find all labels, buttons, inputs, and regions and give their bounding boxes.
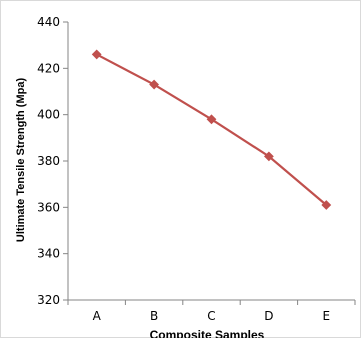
data-point-marker (149, 79, 160, 90)
data-point-marker (91, 49, 102, 60)
y-axis-title: Ultimate Tensile Strength (Mpa) (15, 78, 27, 243)
y-tick-label: 360 (37, 200, 60, 214)
x-tick-label: D (264, 309, 273, 323)
data-point-marker (206, 114, 217, 125)
data-point-marker (321, 200, 332, 210)
x-tick-label: E (323, 309, 331, 323)
y-tick-label: 420 (37, 61, 60, 75)
y-tick-label: 440 (37, 15, 60, 29)
y-tick-label: 380 (37, 154, 60, 168)
data-point-marker (263, 151, 274, 162)
y-tick-label: 400 (37, 108, 60, 122)
series-group (91, 49, 332, 210)
y-tick-label: 340 (37, 247, 60, 261)
y-tick-label: 320 (37, 293, 60, 307)
x-axis-title: Composite Samples (150, 328, 265, 338)
x-tick-label: C (207, 309, 215, 323)
x-ticks: A B C D E (67, 300, 356, 323)
x-tick-label: B (150, 309, 158, 323)
y-ticks: 320 340 360 380 400 420 440 (37, 15, 68, 307)
x-tick-label: A (93, 309, 102, 323)
